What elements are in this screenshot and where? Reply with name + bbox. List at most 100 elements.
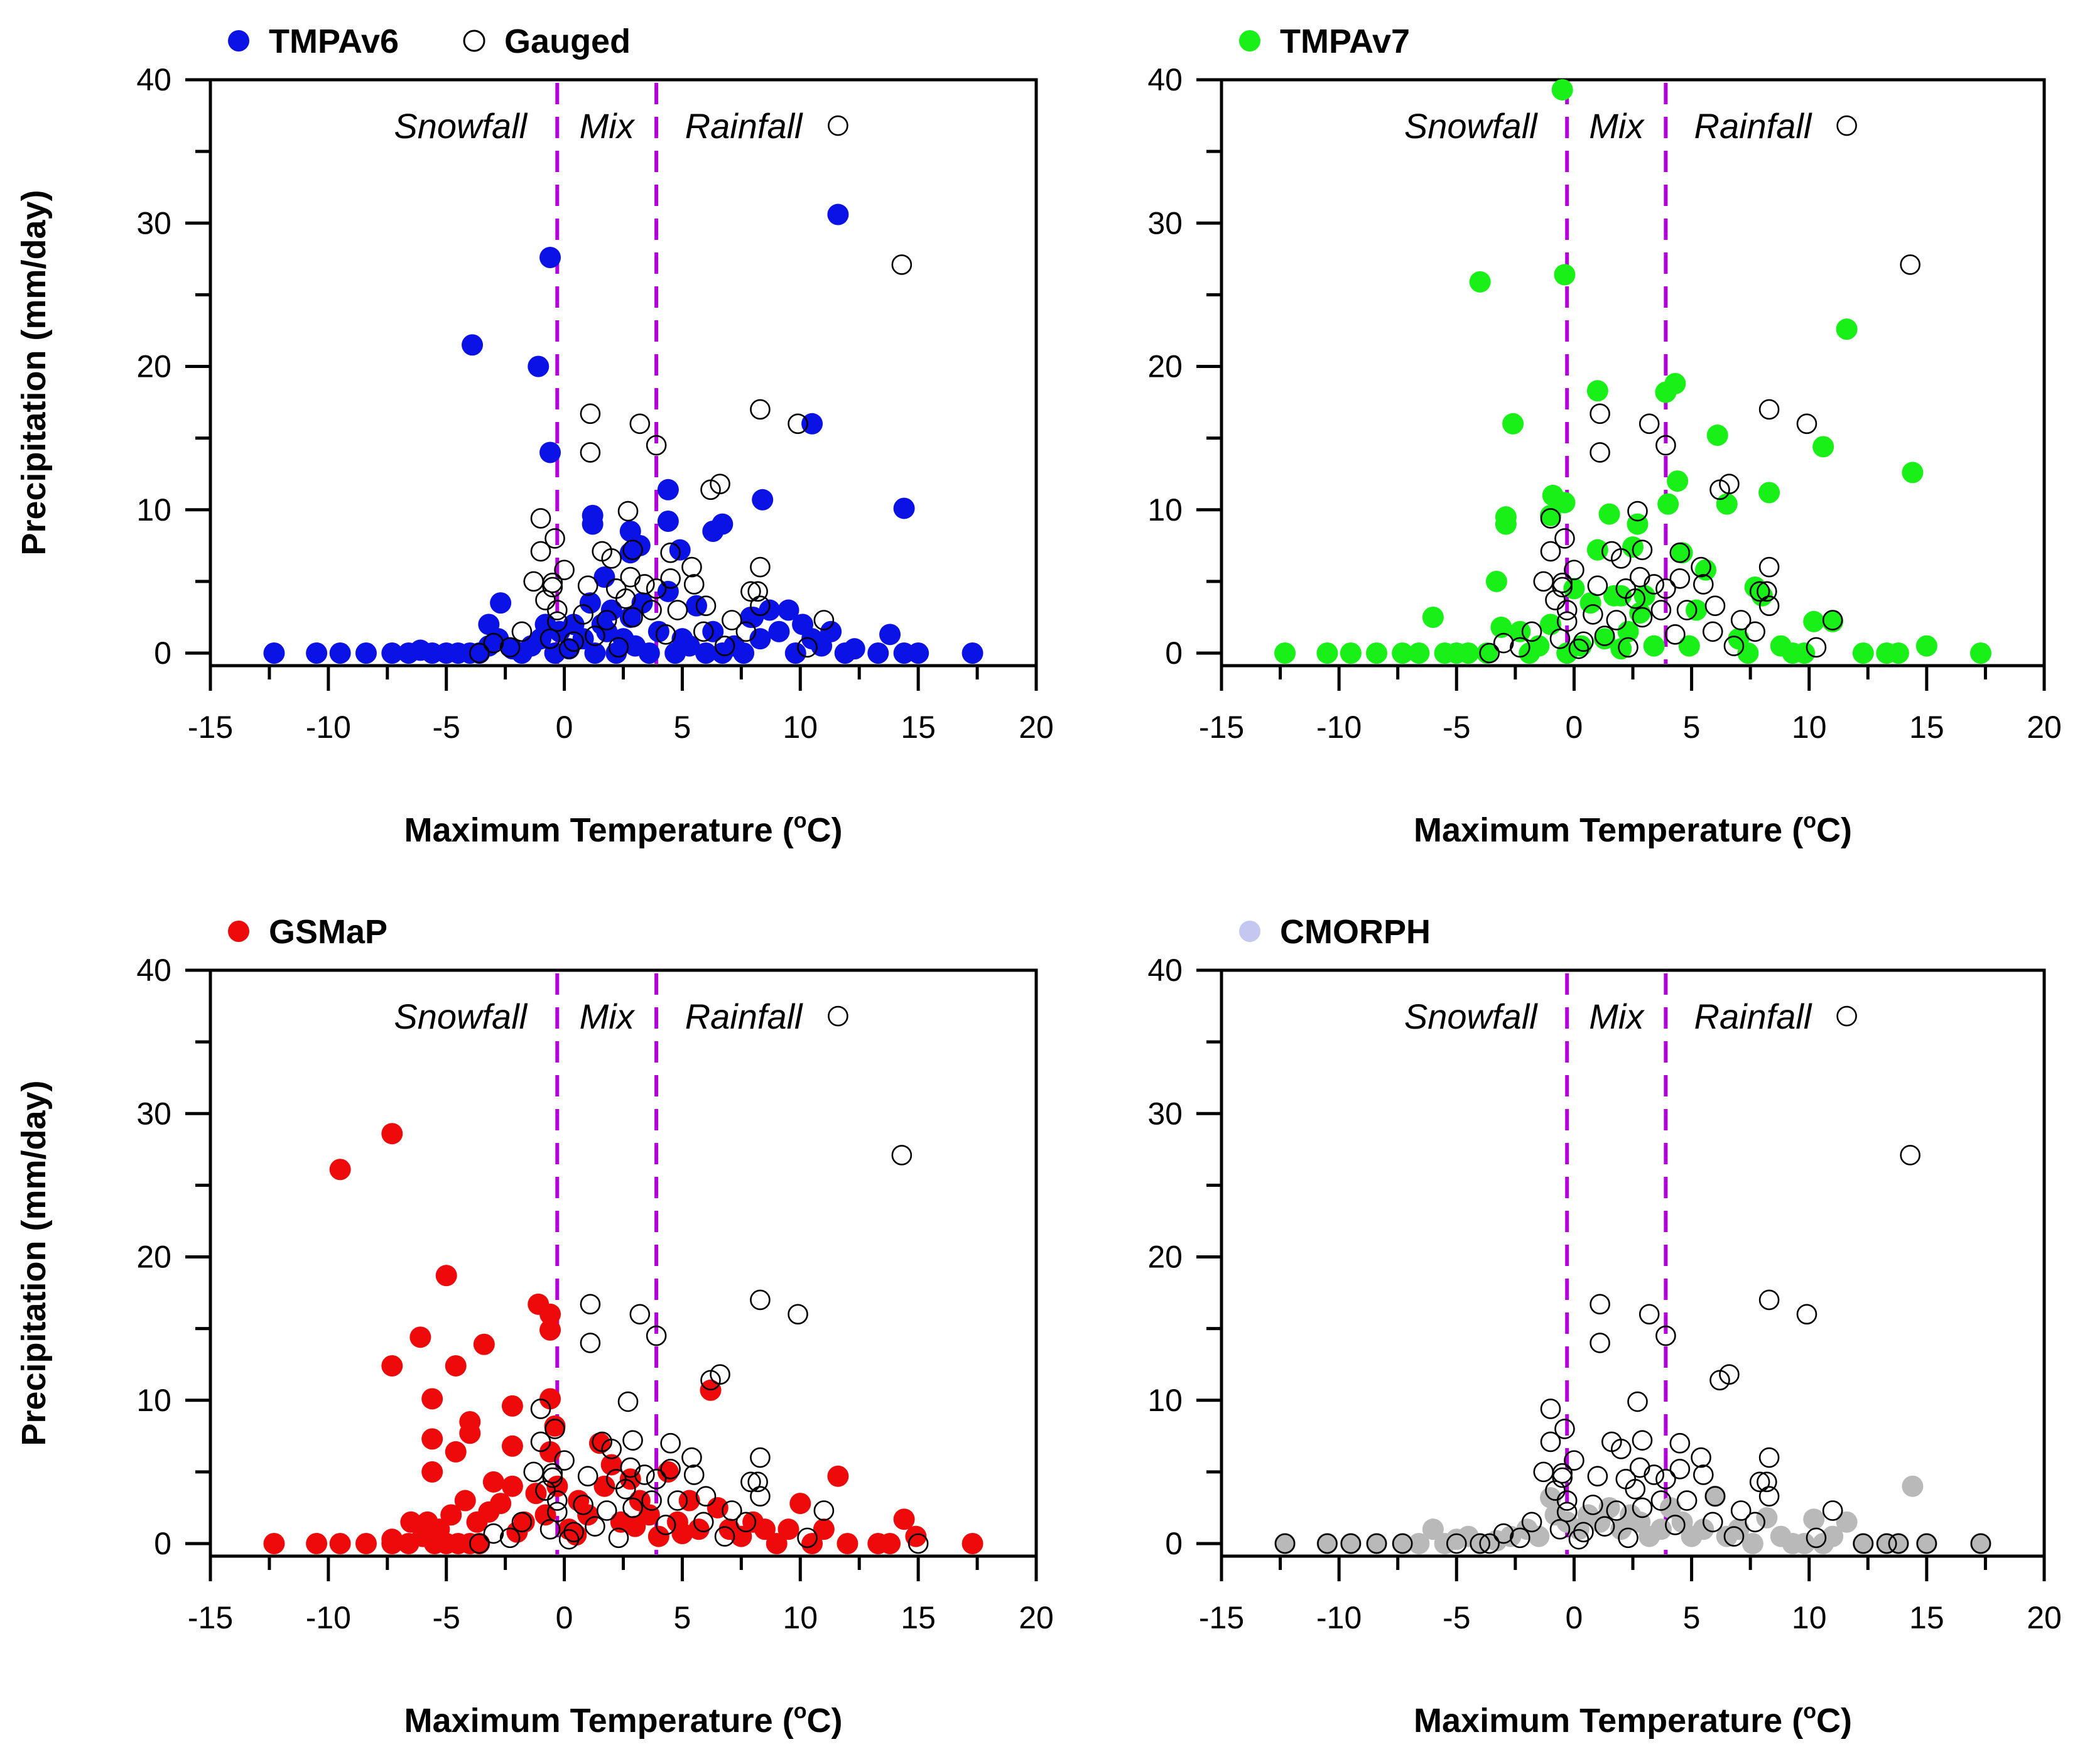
gauged-point <box>750 1486 771 1507</box>
gauged-point <box>546 1502 568 1523</box>
gauged-point <box>1876 1533 1897 1554</box>
series-point <box>355 1533 377 1554</box>
gauged-point <box>788 413 808 435</box>
x-tick-label: 5 <box>674 710 691 745</box>
gauged-point <box>735 621 757 642</box>
series-point <box>695 642 717 664</box>
gauged-point <box>1583 1495 1603 1515</box>
series-point <box>490 592 512 614</box>
gauged-point <box>542 1467 563 1488</box>
gauged-point <box>1552 576 1573 598</box>
gauged-point <box>1556 611 1578 632</box>
gauged-point <box>1704 1486 1726 1507</box>
y-tick-label: 40 <box>136 62 171 97</box>
series-point <box>1366 642 1388 664</box>
x-tick-label: 20 <box>2027 1600 2062 1635</box>
gauged-point <box>1568 1529 1590 1550</box>
plot-frame <box>1220 968 2046 1558</box>
series-point <box>421 1461 443 1483</box>
gauged-point <box>1702 621 1723 642</box>
region-label-mix: Mix <box>580 997 636 1036</box>
gauged-point <box>1533 1461 1554 1483</box>
gauged-point <box>596 610 617 630</box>
series-point <box>1650 1518 1672 1540</box>
gauged-point <box>740 1471 761 1493</box>
gauged-point <box>1552 572 1573 593</box>
series-point <box>469 1533 490 1554</box>
gauged-point <box>483 1523 504 1544</box>
gauged-point <box>1590 1294 1610 1315</box>
series-point <box>1969 642 1991 664</box>
series-point <box>827 1465 849 1487</box>
gauged-point <box>1644 574 1664 595</box>
gauged-point <box>544 1419 565 1439</box>
series-point <box>1392 642 1414 664</box>
gauged-point <box>1366 1533 1387 1554</box>
series-point <box>752 489 774 511</box>
gauged-point <box>1796 1304 1817 1325</box>
gauged-point <box>1704 595 1726 616</box>
series-point <box>1902 462 1924 484</box>
gauged-point <box>722 610 742 630</box>
series-point <box>355 642 377 664</box>
series-point <box>1756 1507 1778 1529</box>
x-tick-label: 0 <box>1566 710 1583 745</box>
gauged-point <box>1806 637 1827 658</box>
gauged-point <box>1479 642 1500 664</box>
gauged-point <box>1676 1490 1698 1511</box>
gauged-point <box>1655 1325 1676 1346</box>
gauged-point <box>1510 637 1530 658</box>
gauged-point <box>646 1325 667 1346</box>
gauged-point <box>1836 115 1857 136</box>
series-point <box>961 642 983 664</box>
data-points <box>1274 1005 1991 1554</box>
gauged-point <box>511 621 533 642</box>
series-point <box>1586 380 1608 402</box>
gauged-point <box>1479 1533 1500 1554</box>
gauged-point <box>750 1447 771 1468</box>
y-axis-title: Precipitation (mm/day) <box>15 1080 53 1446</box>
gauged-point <box>620 1457 641 1478</box>
x-tick-label: -15 <box>1199 1600 1244 1635</box>
panel-1: 0 10 20 30 40 -15 -10 -5 0 5 10 15 20 Maximum Tempera… <box>15 23 1054 849</box>
series-point <box>1629 602 1651 624</box>
gauged-point <box>539 628 561 649</box>
gauged-point <box>1970 1533 1991 1554</box>
gauged-point <box>546 600 568 620</box>
legend-label: CMORPH <box>1280 913 1431 951</box>
gauged-point <box>1549 1518 1571 1540</box>
gauged-point <box>535 590 556 610</box>
gauged-point <box>620 566 641 588</box>
series-point <box>1551 78 1573 100</box>
series-point <box>501 1435 523 1457</box>
series-point <box>534 1504 556 1526</box>
series-point <box>1836 318 1858 340</box>
series-point <box>539 247 561 269</box>
gauged-point <box>1554 528 1575 549</box>
gauged-point <box>1693 574 1714 595</box>
series-point <box>1643 635 1665 657</box>
series-point <box>1458 642 1479 664</box>
gauged-point <box>542 1463 563 1484</box>
series-point <box>329 1159 351 1181</box>
gauged-point <box>601 1439 622 1459</box>
gauged-point <box>747 581 768 602</box>
x-axis-title-main: Maximum Temperature ( <box>404 811 794 849</box>
series-point <box>1758 482 1780 504</box>
gauged-point <box>563 631 584 652</box>
gauged-point <box>535 1480 556 1501</box>
gauged-point <box>499 637 521 658</box>
x-tick-label: 0 <box>1566 1600 1583 1635</box>
x-axis-title-main: Maximum Temperature ( <box>404 1702 794 1740</box>
series-point <box>306 642 328 664</box>
gauged-point <box>681 1447 702 1468</box>
series-point <box>879 1533 901 1554</box>
series-point <box>501 1395 523 1417</box>
x-tick-label: -5 <box>1443 710 1470 745</box>
series-point <box>600 1454 622 1476</box>
gauged-point <box>1749 581 1770 602</box>
series-point <box>843 638 865 660</box>
series-point <box>647 620 669 642</box>
gauged-point <box>1758 1447 1780 1468</box>
gauged-point <box>554 560 575 580</box>
